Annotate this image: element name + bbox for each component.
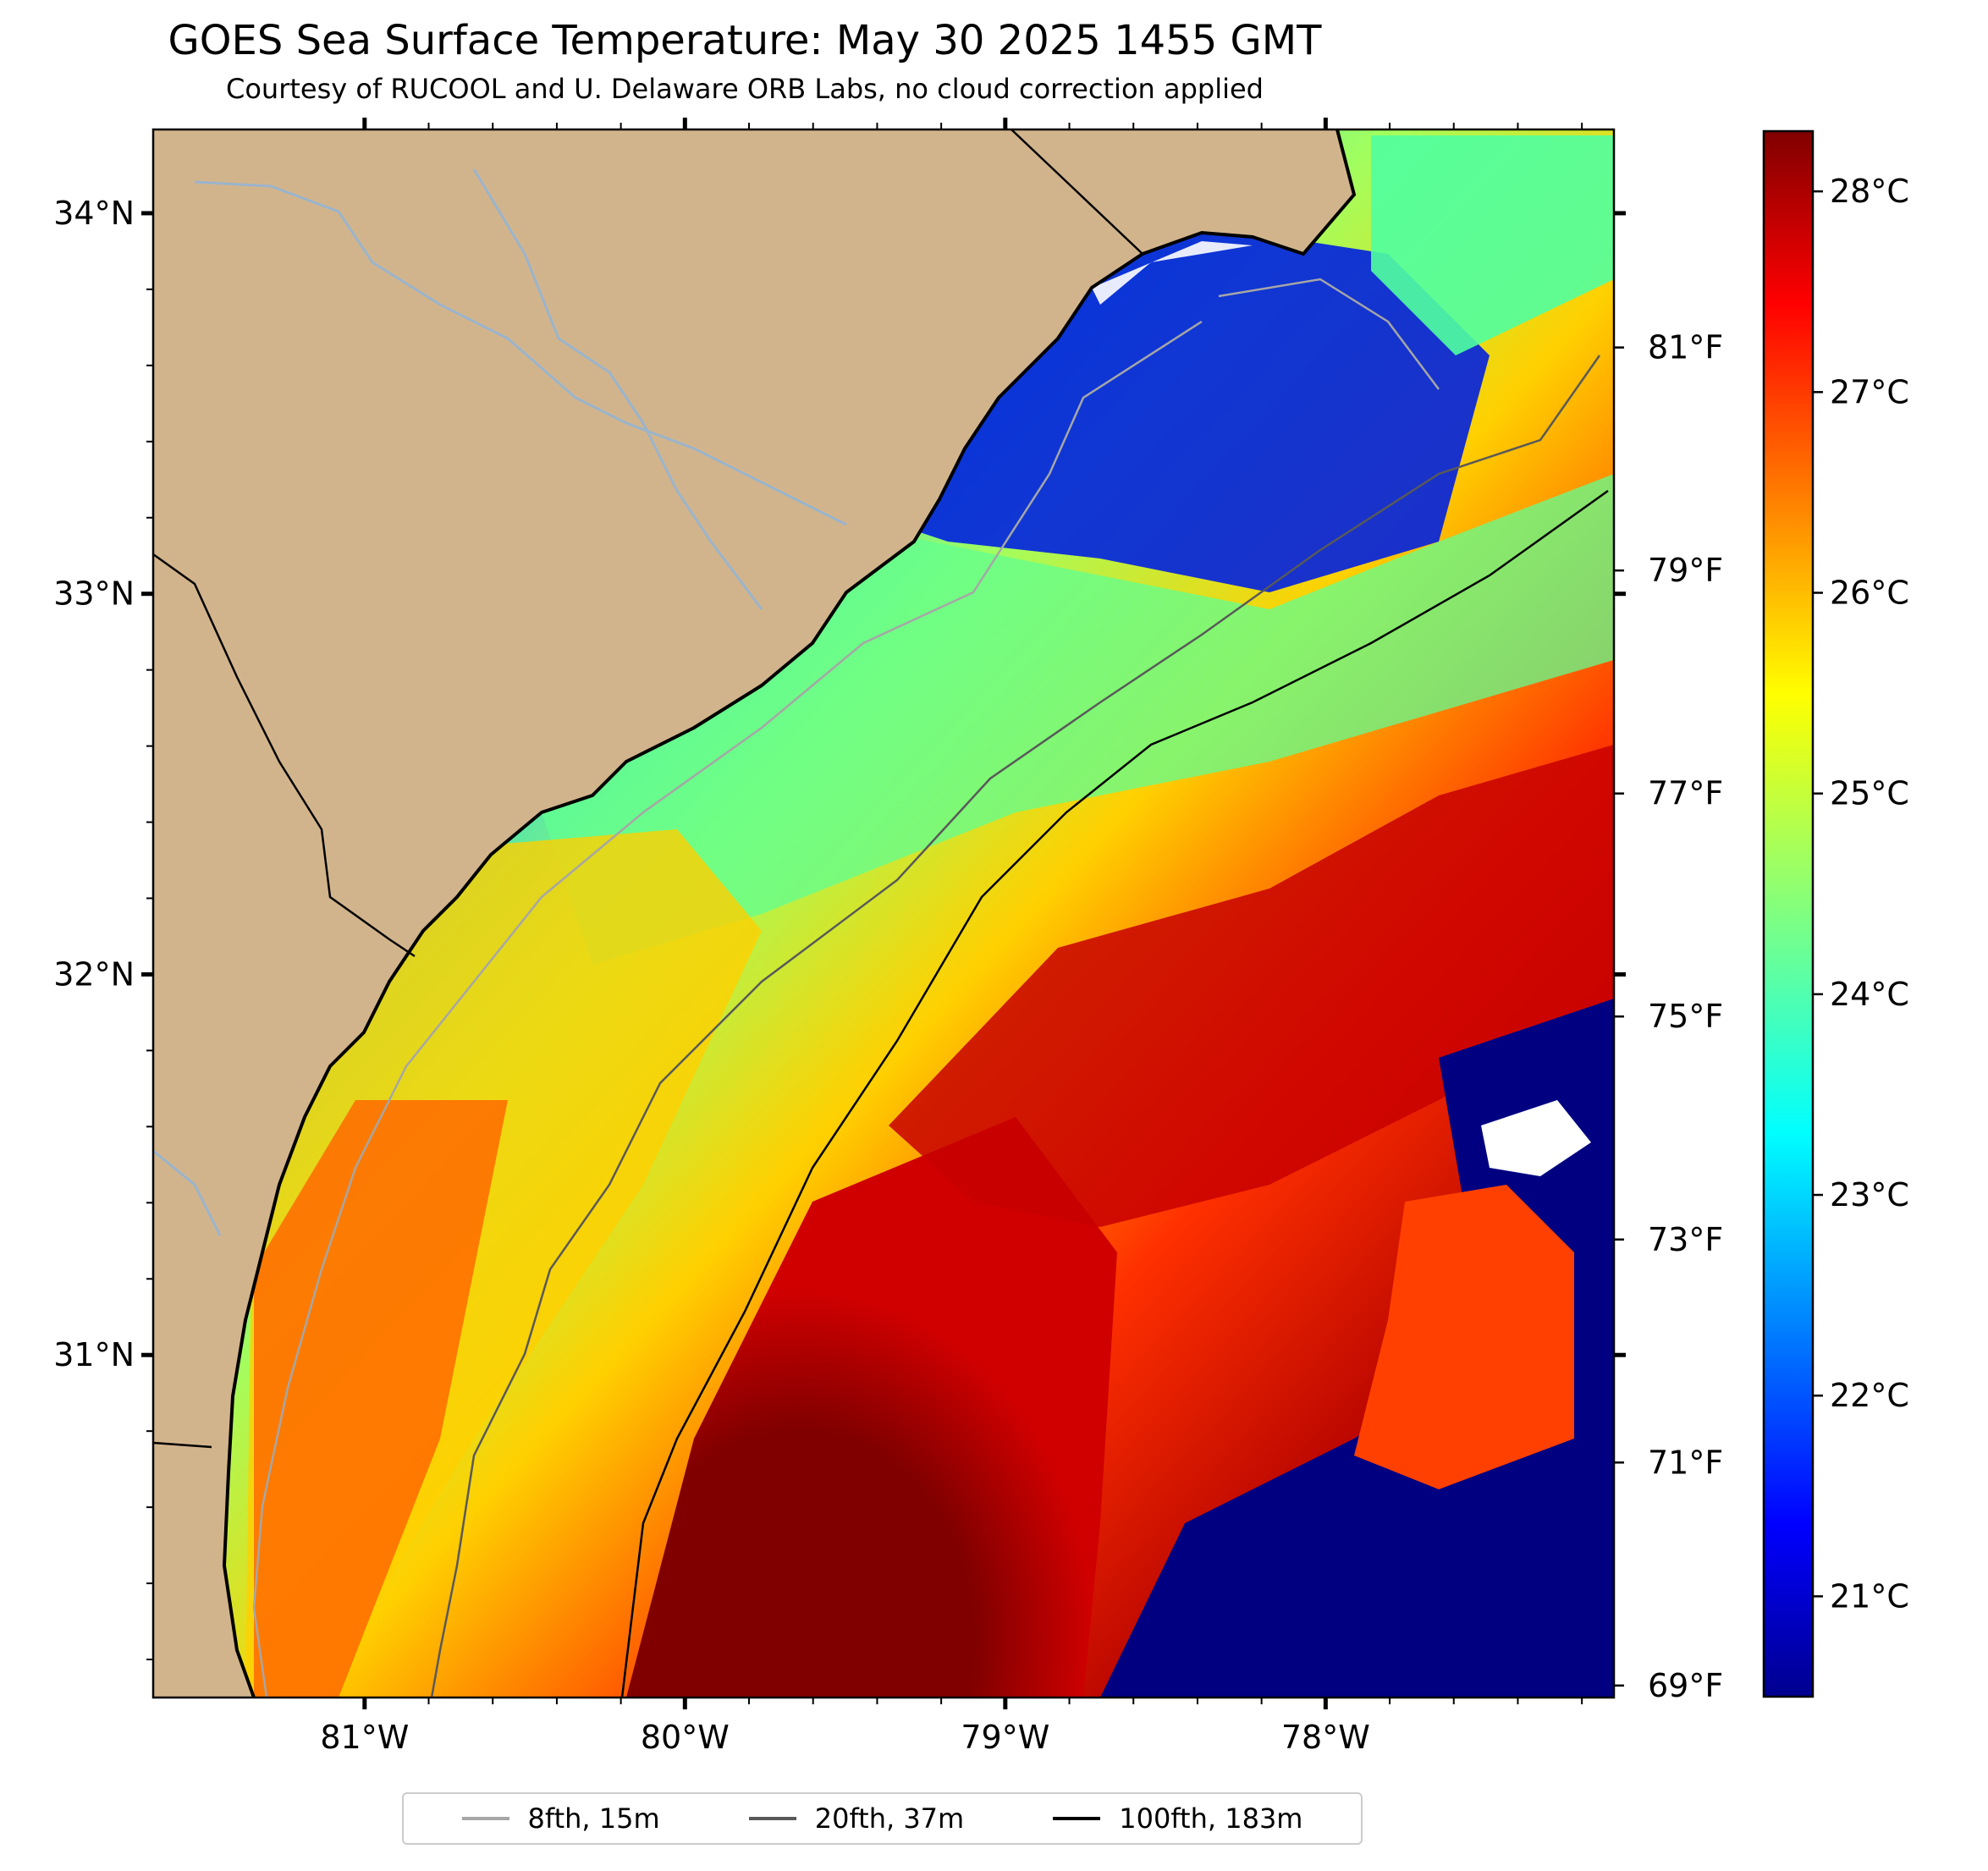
river xyxy=(194,180,847,526)
state-boundary xyxy=(153,553,416,958)
celsius-axis: 28°C 27°C 26°C 25°C 24°C 23°C 22°C 21°C xyxy=(1813,173,1909,1615)
fahrenheit-tick-label: 77°F xyxy=(1648,775,1723,812)
fahrenheit-tick-label: 71°F xyxy=(1648,1444,1723,1481)
lat-tick-label: 32°N xyxy=(53,955,135,993)
land-mass xyxy=(153,129,1354,1698)
celsius-tick-label: 27°C xyxy=(1830,373,1909,410)
legend-swatch xyxy=(461,1817,509,1820)
sst-warm-eddy xyxy=(1354,1185,1574,1489)
celsius-tick-label: 23°C xyxy=(1830,1176,1909,1213)
contour-legend: 8fth, 15m 20fth, 37m 100fth, 183m xyxy=(402,1792,1363,1845)
legend-swatch xyxy=(1053,1817,1101,1820)
fahrenheit-tick-label: 75°F xyxy=(1648,998,1723,1035)
lon-tick-label: 80°W xyxy=(641,1719,730,1756)
lat-tick-label: 31°N xyxy=(53,1336,135,1373)
map-frame xyxy=(151,128,1616,1699)
colorbar xyxy=(1762,129,1815,1698)
cloud-gap xyxy=(1481,1100,1591,1176)
contour-20fth xyxy=(430,355,1601,1698)
fahrenheit-axis: 81°F 79°F 77°F 75°F 73°F 71°F 69°F xyxy=(1614,329,1723,1704)
lon-tick-label: 81°W xyxy=(320,1719,409,1756)
celsius-tick-label: 26°C xyxy=(1830,575,1909,612)
fahrenheit-tick-label: 69°F xyxy=(1648,1667,1723,1704)
sst-cool-ne xyxy=(1371,135,1614,355)
coastline xyxy=(222,129,1357,1698)
sst-gulf-stream-core xyxy=(626,1117,1117,1698)
fahrenheit-tick-label: 79°F xyxy=(1648,552,1723,589)
legend-label: 100fth, 183m xyxy=(1119,1802,1303,1835)
legend-label: 20fth, 37m xyxy=(814,1802,965,1835)
celsius-tick-label: 21°C xyxy=(1830,1577,1909,1615)
sst-warm-nearshore xyxy=(254,1100,508,1698)
legend-item-8fth: 8fth, 15m xyxy=(461,1802,660,1835)
legend-label: 8fth, 15m xyxy=(527,1802,660,1835)
celsius-tick-label: 22°C xyxy=(1830,1377,1909,1414)
map-title: GOES Sea Surface Temperature: May 30 202… xyxy=(168,17,1322,64)
celsius-tick-label: 24°C xyxy=(1830,976,1909,1013)
celsius-tick-label: 25°C xyxy=(1830,775,1909,812)
sst-east-cold xyxy=(1100,999,1614,1698)
lon-tick-label: 79°W xyxy=(961,1719,1049,1756)
legend-item-100fth: 100fth, 183m xyxy=(1053,1802,1302,1835)
map-subtitle: Courtesy of RUCOOL and U. Delaware ORB L… xyxy=(226,73,1264,105)
lat-tick-label: 33°N xyxy=(53,575,135,613)
legend-item-20fth: 20fth, 37m xyxy=(748,1802,965,1835)
fahrenheit-tick-label: 81°F xyxy=(1648,329,1723,366)
lat-axis: 34°N 33°N 32°N 31°N xyxy=(53,195,1626,1661)
lon-axis: 81°W 80°W 79°W 78°W xyxy=(320,118,1583,1756)
celsius-tick-label: 28°C xyxy=(1830,173,1909,210)
lon-tick-label: 78°W xyxy=(1281,1719,1370,1756)
lat-tick-label: 34°N xyxy=(53,195,135,232)
sst-warm-filaments xyxy=(889,745,1614,1227)
contour-8fth xyxy=(252,278,1440,1698)
contour-100fth xyxy=(620,489,1609,1698)
fahrenheit-tick-label: 73°F xyxy=(1648,1221,1723,1258)
legend-swatch xyxy=(748,1817,796,1820)
river xyxy=(472,168,763,610)
state-boundary xyxy=(1011,129,1143,255)
sst-field xyxy=(153,129,1614,1698)
